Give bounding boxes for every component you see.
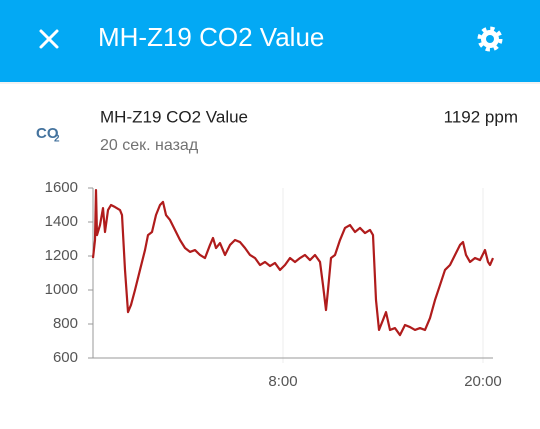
header-title: MH-Z19 CO2 Value [98,22,324,52]
y-tick-label: 1200 [45,247,78,264]
x-tick-label: 8:00 [268,373,297,390]
chart: 8:00 20:00 600 800 1000 1200 1400 1600 [45,179,502,390]
x-tick-label: 20:00 [464,373,502,390]
y-tick-label: 1400 [45,213,78,230]
close-button[interactable] [39,29,59,49]
gear-teeth [477,26,503,52]
data-line [91,188,495,337]
gear-hole [486,35,494,43]
close-icon [39,29,59,49]
y-tick-label: 1600 [45,179,78,196]
y-tick-label: 800 [53,315,78,332]
entity-name: MH-Z19 CO2 Value [100,107,248,126]
header-bar [0,0,540,82]
settings-button[interactable] [477,26,503,52]
entity-state: 1192 ppm [444,107,518,126]
entity-icon: CO [36,125,59,142]
last-changed: 20 сек. назад [100,137,199,154]
entity-icon-sub: 2 [54,134,60,145]
y-tick-label: 1000 [45,281,78,298]
y-tick-label: 600 [53,349,78,366]
